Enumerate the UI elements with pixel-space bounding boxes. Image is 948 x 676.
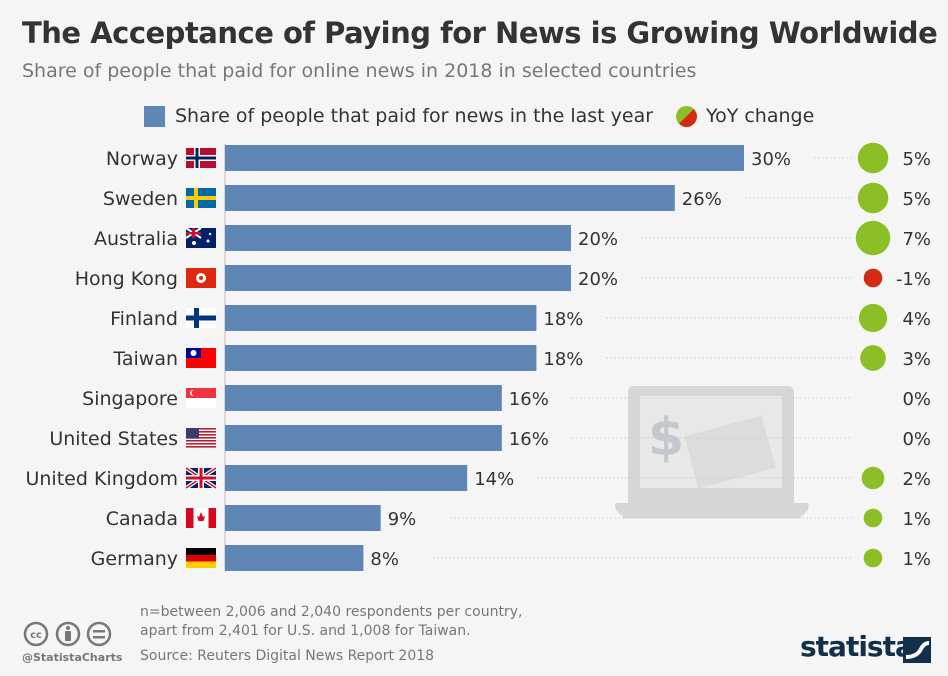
- flag-icon: [186, 348, 216, 368]
- svg-text:cc: cc: [30, 630, 42, 641]
- bar-value-label: 18%: [543, 309, 583, 330]
- flag-icon: [186, 388, 216, 408]
- bar: [225, 425, 502, 451]
- bar-value-label: 16%: [509, 389, 549, 410]
- flag-icon: [185, 227, 216, 248]
- flag-icon: [186, 268, 216, 288]
- bar: [225, 185, 675, 211]
- flag-icon: [186, 428, 216, 448]
- bar: [225, 345, 537, 371]
- yoy-bubble: [863, 268, 883, 288]
- flag-icon: [186, 548, 216, 568]
- legend-label-share: Share of people that paid for news in th…: [175, 105, 654, 127]
- country-label: Finland: [110, 308, 178, 330]
- yoy-label: 5%: [902, 189, 931, 210]
- bar-row-finland: Finland 18% 4%: [110, 303, 931, 333]
- yoy-bubble: [863, 508, 883, 528]
- legend-swatch-share: [144, 106, 165, 127]
- yoy-label: 3%: [902, 349, 931, 370]
- bar-value-label: 20%: [578, 229, 618, 250]
- newspaper-icon: [684, 415, 776, 489]
- bar-row-singapore: Singapore 16% 0%: [82, 385, 931, 411]
- country-label: Canada: [106, 508, 178, 530]
- country-label: Norway: [106, 148, 178, 170]
- bar: [225, 265, 571, 291]
- yoy-label: 5%: [902, 149, 931, 170]
- bar-row-sweden: Sweden 26% 5%: [103, 182, 931, 214]
- laptop-base: [615, 503, 809, 518]
- yoy-label: 0%: [902, 429, 931, 450]
- yoy-label: -1%: [896, 269, 931, 290]
- bar-row-united-kingdom: United Kingdom 14% 2%: [25, 465, 931, 491]
- bar-row-germany: Germany 8% 1%: [91, 545, 931, 571]
- bar: [225, 385, 502, 411]
- bar-value-label: 26%: [682, 189, 722, 210]
- yoy-label: 0%: [902, 389, 931, 410]
- chart-subtitle: Share of people that paid for online new…: [22, 60, 697, 82]
- flag-icon: [186, 188, 216, 208]
- source: Source: Reuters Digital News Report 2018: [140, 648, 435, 664]
- bar-value-label: 14%: [474, 469, 514, 490]
- bar: [225, 225, 571, 251]
- bar-value-label: 9%: [388, 509, 417, 530]
- country-label: Australia: [94, 228, 178, 250]
- bar-row-united-states: United States 16% 0%: [49, 425, 931, 451]
- bar-row-taiwan: Taiwan 18% 3%: [112, 345, 931, 371]
- yoy-label: 1%: [902, 549, 931, 570]
- yoy-bubble: [858, 303, 888, 333]
- statista-logo-mark: [903, 637, 931, 663]
- bar-value-label: 8%: [370, 549, 399, 570]
- laptop-illustration-icon: $: [615, 386, 809, 518]
- country-label: United States: [49, 428, 178, 450]
- bar: [225, 545, 364, 571]
- chart-title: The Acceptance of Paying for News is Gro…: [22, 16, 938, 50]
- footnote-line2: apart from 2,401 for U.S. and 1,008 for …: [140, 623, 471, 639]
- country-label: Sweden: [103, 188, 178, 210]
- dollar-icon: $: [648, 408, 684, 468]
- statista-logo: statista: [800, 630, 914, 663]
- flag-icon: [186, 508, 216, 528]
- bar: [225, 145, 744, 171]
- country-label: Taiwan: [112, 348, 178, 370]
- bar-row-australia: Australia 20% 7%: [94, 220, 931, 256]
- statista-handle: @StatistaCharts: [22, 651, 123, 664]
- yoy-label: 2%: [902, 469, 931, 490]
- country-label: Hong Kong: [75, 268, 178, 290]
- bar: [225, 305, 537, 331]
- yoy-label: 1%: [902, 509, 931, 530]
- country-label: Germany: [91, 548, 178, 570]
- bar-value-label: 16%: [509, 429, 549, 450]
- cc-license-icons: cc: [22, 620, 122, 652]
- bar-row-norway: Norway 30% 5%: [106, 142, 931, 174]
- footnote-line1: n=between 2,006 and 2,040 respondents pe…: [140, 604, 523, 620]
- flag-icon: [186, 308, 216, 328]
- yoy-bubble: [857, 182, 889, 214]
- bar: [225, 505, 381, 531]
- yoy-bubble: [857, 142, 889, 174]
- country-label: Singapore: [82, 388, 178, 410]
- legend-swatch-yoy: [676, 106, 697, 127]
- bar: [225, 465, 468, 491]
- bar-row-canada: Canada 9% 1%: [106, 505, 931, 531]
- bar-row-hong-kong: Hong Kong 20% -1%: [75, 265, 931, 291]
- yoy-label: 7%: [902, 229, 931, 250]
- bar-value-label: 20%: [578, 269, 618, 290]
- legend-label-yoy: YoY change: [706, 105, 815, 127]
- yoy-bubble: [855, 220, 891, 256]
- bar-value-label: 30%: [751, 149, 791, 170]
- flag-icon: [186, 148, 216, 168]
- yoy-bubble: [860, 345, 886, 371]
- yoy-label: 4%: [902, 309, 931, 330]
- yoy-bubble: [861, 466, 885, 490]
- yoy-bubble: [863, 548, 883, 568]
- flag-icon: [184, 466, 218, 490]
- bar-value-label: 18%: [543, 349, 583, 370]
- country-label: United Kingdom: [25, 468, 178, 490]
